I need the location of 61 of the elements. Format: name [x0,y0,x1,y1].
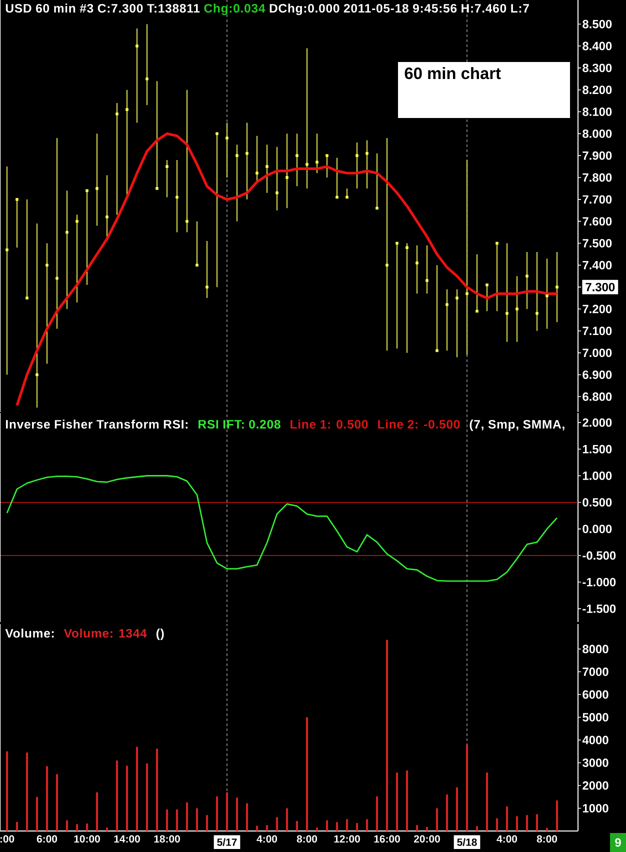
y-tick-label: 6000 [582,690,608,699]
annotation: Chg:0.034 [204,4,266,16]
text: 60 min chart [404,67,501,80]
x-tick-label: 12:00 [334,835,360,843]
y-tick-label: 1.000 [582,472,612,480]
x-tick-label: 4:00 [496,835,518,843]
y-tick-label: 8.100 [582,108,612,116]
y-tick-label: 8.000 [582,129,612,138]
y-tick-label: -1.000 [582,578,616,586]
y-tick-label: 4000 [582,736,608,744]
y-tick-label: 7.100 [582,326,612,336]
text: 9 [615,838,621,847]
x-tick-label: 16:00 [374,835,400,843]
y-tick-label: 8.400 [582,42,612,50]
x-tick-label: 8:00 [296,835,318,843]
y-tick-label: 8000 [582,644,608,654]
y-tick-label: 7.000 [582,348,612,358]
y-tick-label: 6.900 [582,370,612,379]
chart-title: USD 60 min #3 C:7.300 T:138811 [6,4,200,13]
y-tick-label: 1000 [582,804,608,812]
y-tick-label: 0.000 [582,524,612,534]
x-tick-label: 14:00 [114,835,140,843]
text: RSI IFT: 0.208 [198,420,280,429]
y-tick-label: 7.200 [582,304,612,314]
y-tick-label: 5000 [582,713,608,722]
y-tick-label: 8.200 [582,86,612,94]
x-tick-label: 4:00 [256,835,278,843]
y-tick-label: -1.500 [582,604,616,613]
y-tick-label: 7.700 [582,195,612,204]
y-tick-label: 7000 [582,668,608,676]
x-tick-label: 5/17 [217,838,237,846]
x-tick-label: 20:00 [414,835,440,843]
y-tick-label: 7.500 [582,239,612,248]
y-tick-label: 8.500 [582,20,612,28]
x-tick-label: 18:00 [154,835,180,843]
y-tick-label: 1.500 [582,444,612,454]
x-tick-label: 6:00 [36,835,58,843]
chart-title: Volume: [5,628,54,638]
y-tick-label: 7.400 [582,260,612,270]
y-tick-label: 7.300 [586,282,615,292]
text: Volume: 1344 [64,628,147,638]
y-tick-label: 3000 [582,758,608,768]
y-tick-label: 7.900 [582,151,612,160]
annotation: () [156,628,164,640]
annotation: DChg:0.000 2011-05-18 9:45:56 H:7.460 L:7 [270,4,529,16]
y-tick-label: 6.800 [582,392,612,401]
y-tick-label: 2.000 [582,418,612,427]
y-tick-label: -0.500 [582,551,616,560]
x-tick-label: :00 [0,835,14,843]
x-tick-label: 8:00 [536,835,558,843]
ref-line-label: Line 1: 0.500 [290,420,368,429]
x-tick-label: 5/18 [457,838,477,846]
y-tick-label: 7.800 [582,173,612,182]
x-tick-label: 10:00 [74,835,100,843]
annotation: (7, Smp, SMMA, [470,420,564,432]
ref-line-label: Line 2: -0.500 [378,420,460,429]
y-tick-label: 2000 [582,781,608,790]
y-tick-label: 8.300 [582,64,612,72]
chart-title: Inverse Fisher Transform RSI: [6,420,188,429]
y-tick-label: 7.600 [582,217,612,226]
y-tick-label: 0.500 [582,498,612,507]
